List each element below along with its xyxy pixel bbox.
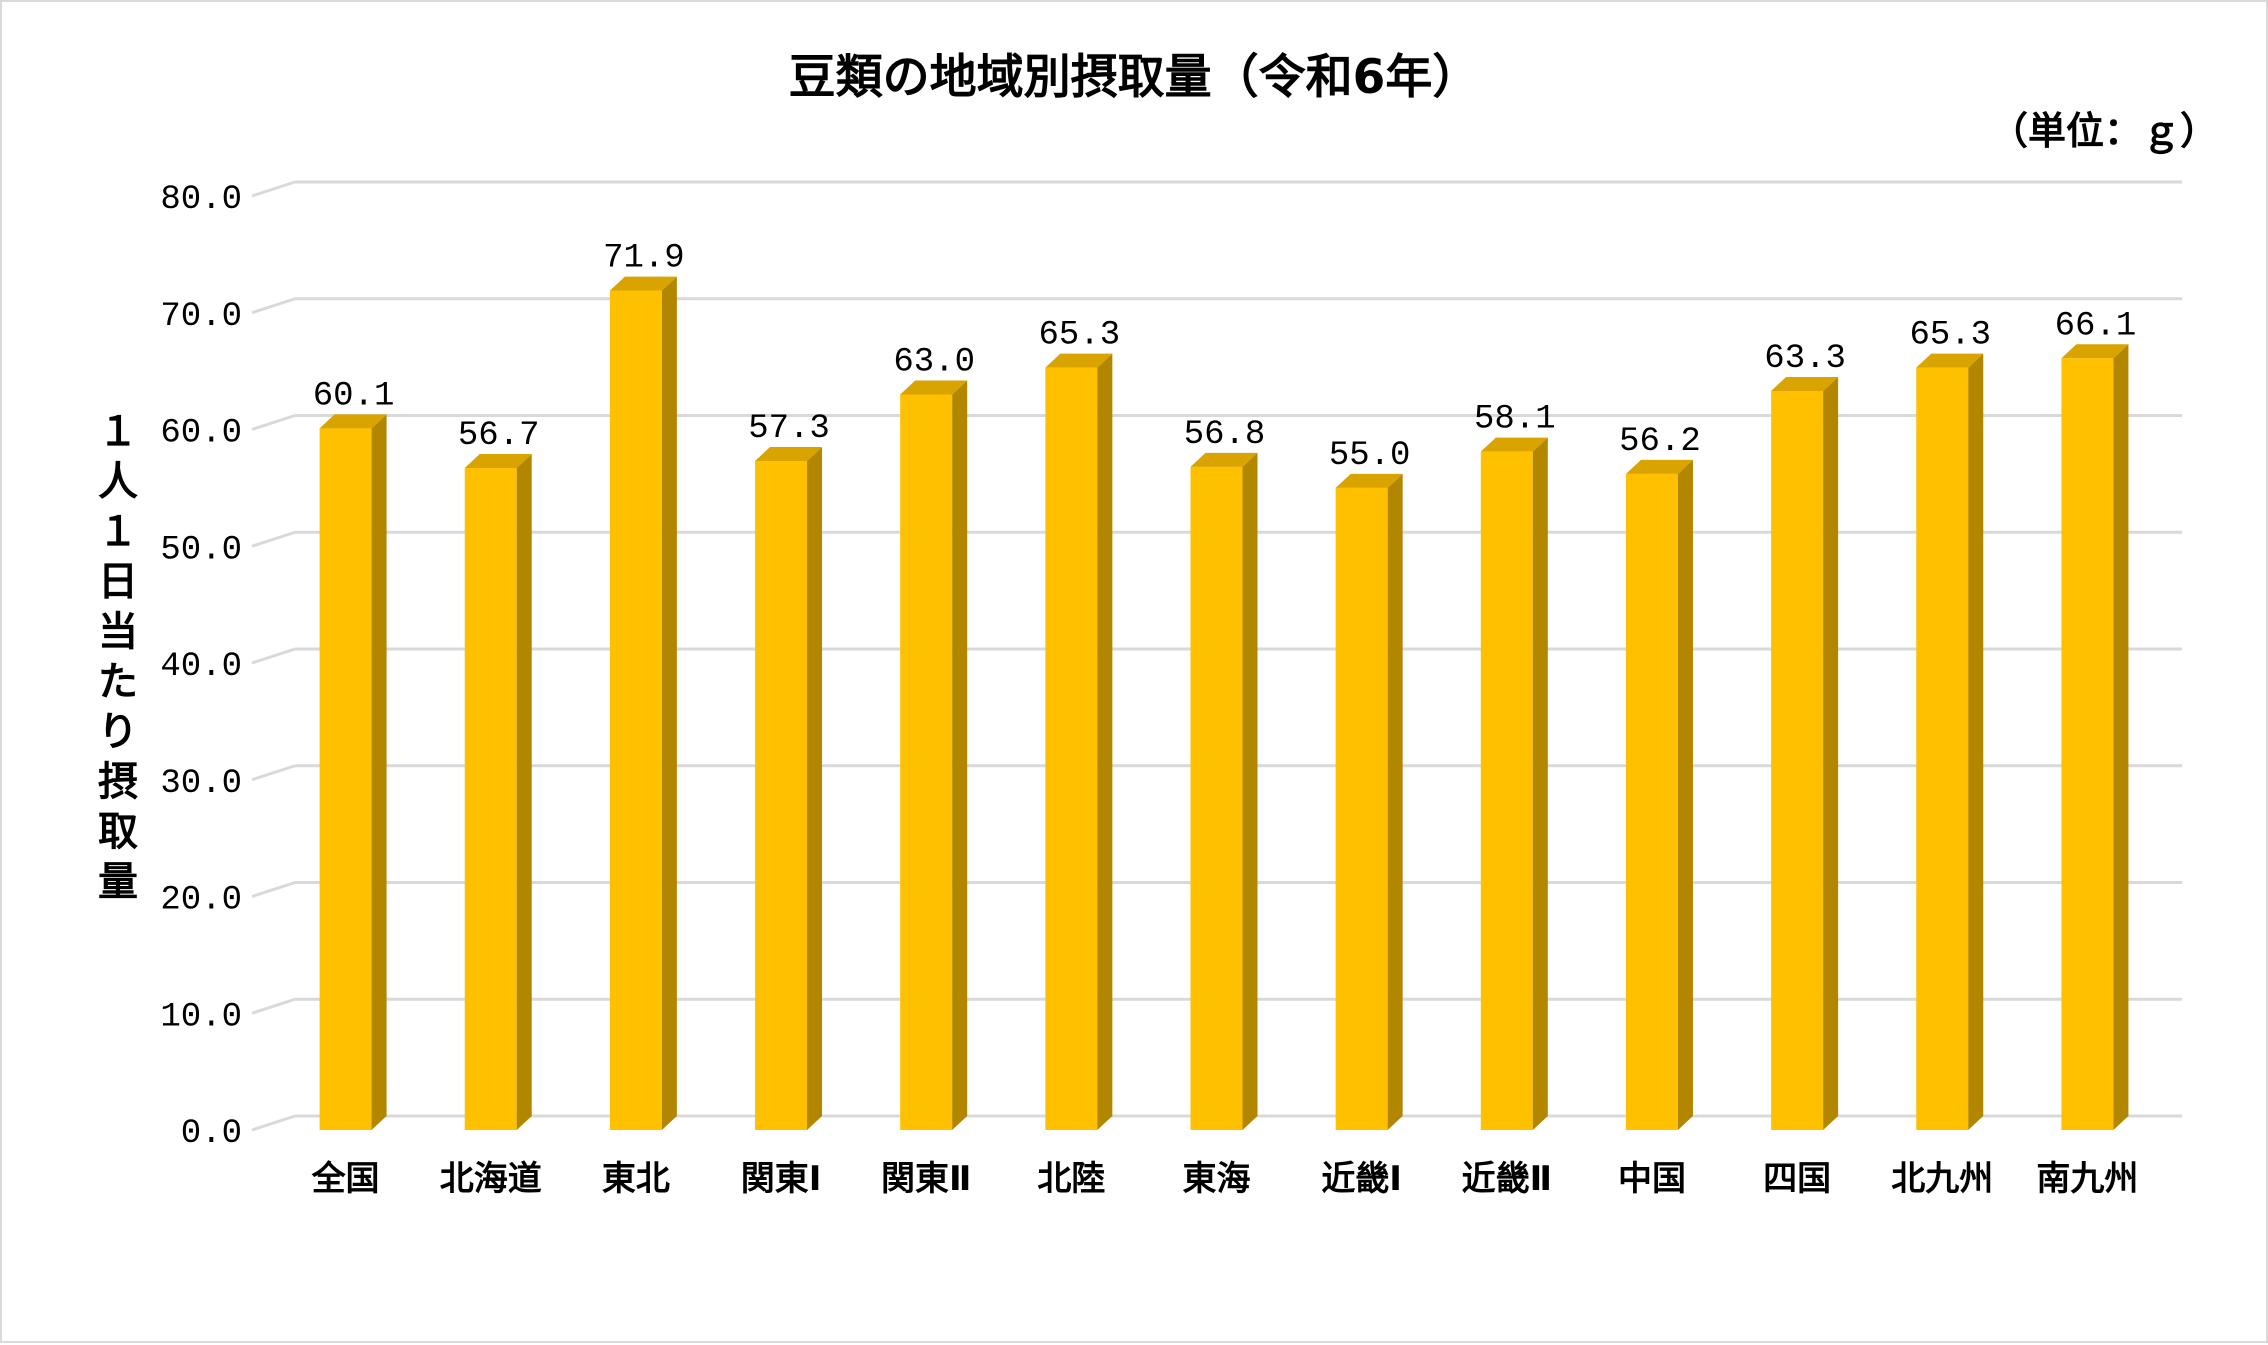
data-label: 65.3 — [1909, 317, 1991, 355]
data-label: 63.0 — [893, 343, 975, 381]
bar-top — [1335, 473, 1403, 488]
category-label: 近畿Ⅰ — [1321, 1159, 1402, 1199]
category-label: 北九州 — [1891, 1159, 1993, 1199]
bar-top — [1916, 353, 1984, 368]
bar — [1335, 487, 1388, 1130]
bar-side — [1968, 353, 1984, 1130]
gridline-depth — [251, 180, 296, 198]
bar-top — [1771, 376, 1839, 391]
y-tick-label: 60.0 — [160, 415, 242, 453]
bar-side — [661, 276, 677, 1130]
bar-side — [1097, 353, 1113, 1130]
bar-top — [755, 447, 823, 462]
bar-top — [1480, 437, 1548, 452]
bar-side — [1242, 452, 1258, 1130]
y-tick-label: 50.0 — [160, 531, 242, 569]
category-label: 南九州 — [2036, 1159, 2138, 1199]
bar — [1480, 451, 1533, 1130]
bar-top — [2061, 344, 2129, 359]
bar-top — [1190, 452, 1258, 467]
category-label: 関東Ⅰ — [741, 1159, 822, 1199]
category-label: 全国 — [311, 1159, 380, 1199]
gridline-depth — [251, 1114, 296, 1132]
bar — [2061, 358, 2114, 1131]
category-label: 近畿Ⅱ — [1462, 1159, 1552, 1199]
unit-label: （単位：ｇ） — [1989, 109, 2218, 153]
data-label: 55.0 — [1329, 437, 1411, 475]
y-tick-label: 70.0 — [160, 298, 242, 336]
y-tick-label: 0.0 — [181, 1115, 242, 1153]
y-tick-label: 40.0 — [160, 648, 242, 686]
bar — [609, 290, 662, 1130]
category-label: 北海道 — [440, 1159, 542, 1199]
bar — [1190, 466, 1243, 1130]
y-tick-label: 10.0 — [160, 998, 242, 1036]
data-label: 56.2 — [1619, 423, 1701, 461]
bar — [464, 468, 517, 1131]
bar — [319, 428, 372, 1130]
bar-side — [1823, 376, 1839, 1130]
bar — [1045, 367, 1098, 1130]
bar-side — [1532, 437, 1548, 1130]
data-label: 58.1 — [1474, 401, 1556, 439]
bar-side — [807, 447, 823, 1131]
y-tick-label: 30.0 — [160, 765, 242, 803]
bar — [900, 394, 953, 1131]
bar-top — [464, 454, 532, 469]
category-label: 東海 — [1183, 1159, 1251, 1199]
bar-side — [2113, 344, 2129, 1131]
bar-top — [609, 276, 677, 291]
bar-side — [1387, 473, 1403, 1130]
data-label: 56.7 — [458, 417, 540, 455]
data-label: 57.3 — [748, 410, 830, 448]
y-axis-title: １人１日当たり摂取量 — [98, 409, 138, 905]
data-label: 63.3 — [1764, 340, 1846, 378]
chart-title: 豆類の地域別摂取量（令和6年） — [788, 50, 1480, 105]
bar-top — [1045, 353, 1113, 368]
gridline-depth — [251, 997, 296, 1015]
category-label: 中国 — [1618, 1159, 1686, 1199]
bar — [1916, 367, 1969, 1130]
bar-side — [1677, 459, 1693, 1130]
bar-side — [371, 414, 387, 1130]
y-tick-label: 80.0 — [160, 181, 242, 219]
gridline-depth — [251, 764, 296, 782]
data-label: 66.1 — [2055, 307, 2137, 345]
data-label: 65.3 — [1039, 317, 1121, 355]
bar-side — [516, 454, 532, 1131]
data-label: 56.8 — [1184, 416, 1266, 454]
gridline-depth — [251, 297, 296, 315]
category-label: 東北 — [602, 1159, 670, 1199]
gridline-depth — [251, 530, 296, 548]
bar — [1625, 473, 1678, 1130]
category-label: 関東Ⅱ — [881, 1159, 971, 1199]
bar-side — [952, 380, 968, 1131]
bar-top — [319, 414, 387, 429]
bar-top — [1625, 459, 1693, 474]
bar — [755, 461, 808, 1131]
category-label: 四国 — [1763, 1159, 1831, 1199]
gridline-depth — [251, 881, 296, 898]
gridline-depth — [251, 647, 296, 665]
gridline-depth — [251, 414, 296, 431]
category-label: 北陸 — [1037, 1159, 1105, 1199]
y-tick-label: 20.0 — [160, 882, 242, 920]
data-label: 71.9 — [603, 240, 685, 278]
bar-top — [900, 380, 968, 395]
bar — [1771, 390, 1824, 1130]
data-label: 60.1 — [313, 377, 395, 415]
